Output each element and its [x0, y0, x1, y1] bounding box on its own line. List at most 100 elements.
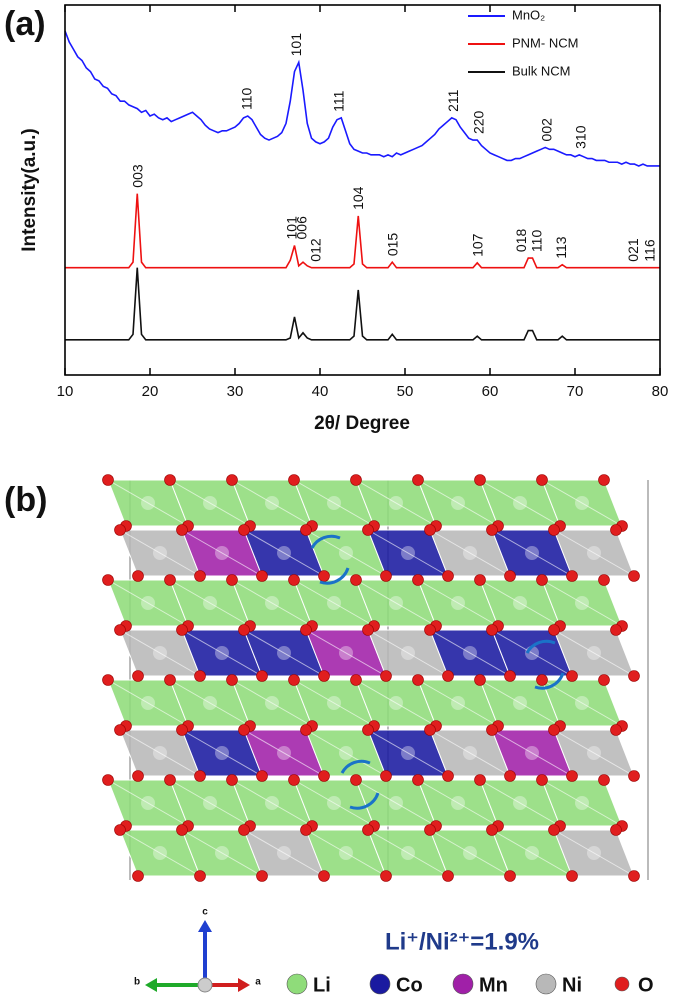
oxygen-atom	[256, 770, 268, 782]
oxygen-atom	[114, 524, 126, 536]
central-atom	[587, 846, 601, 860]
octahedron-edge	[429, 729, 511, 777]
octahedron-edge	[119, 829, 201, 877]
oxygen-atom	[226, 774, 238, 786]
octahedron-edge	[553, 529, 635, 577]
central-atom	[401, 646, 415, 660]
oxygen-atom	[628, 870, 640, 882]
octahedron-edge	[367, 829, 449, 877]
oxygen-atom	[548, 524, 560, 536]
oxygen-atom	[412, 574, 424, 586]
central-atom	[575, 496, 589, 510]
oxygen-atom	[164, 574, 176, 586]
oxygen-atom	[176, 524, 188, 536]
oxygen-atom	[628, 570, 640, 582]
oxygen-atom	[318, 670, 330, 682]
octahedron-edge	[169, 579, 251, 627]
octahedron-edge	[417, 679, 499, 727]
oxygen-atom	[474, 474, 486, 486]
oxygen-atom	[226, 574, 238, 586]
octahedron-edge	[169, 479, 251, 527]
peak-label: 104	[350, 186, 366, 210]
oxygen-atom	[536, 574, 548, 586]
oxygen-atom	[536, 474, 548, 486]
central-atom	[339, 746, 353, 760]
oxygen-atom	[256, 870, 268, 882]
exchange-arrow	[349, 792, 380, 810]
x-tick-label: 60	[482, 383, 499, 400]
central-atom	[463, 646, 477, 660]
oxygen-atom	[350, 474, 362, 486]
oxygen-atom	[486, 824, 498, 836]
octahedron-edge	[417, 479, 499, 527]
exchange-arrow	[310, 534, 341, 549]
axis-label: a	[255, 977, 261, 988]
oxygen-atom	[288, 574, 300, 586]
oxygen-atom	[424, 524, 436, 536]
octahedron-edge	[243, 529, 325, 577]
peak-label: 110	[528, 230, 544, 253]
central-atom	[451, 496, 465, 510]
oxygen-atom	[132, 870, 144, 882]
exchange-arrow	[340, 759, 371, 774]
central-atom	[141, 696, 155, 710]
central-atom	[525, 746, 539, 760]
oxygen-atom	[362, 524, 374, 536]
octahedron-edge	[479, 779, 561, 827]
legend-label: PNM- NCM	[512, 35, 578, 50]
oxygen-atom	[504, 570, 516, 582]
octahedron-edge	[541, 479, 623, 527]
central-atom	[339, 846, 353, 860]
octahedron-edge	[181, 829, 263, 877]
octahedron-edge	[305, 729, 387, 777]
central-atom	[203, 796, 217, 810]
peak-label: 006	[294, 216, 310, 240]
oxygen-atom	[566, 670, 578, 682]
legend-label: Ni	[562, 974, 582, 996]
x-tick-label: 40	[312, 383, 329, 400]
octahedron-edge	[355, 579, 437, 627]
oxygen-atom	[350, 574, 362, 586]
oxygen-atom	[536, 674, 548, 686]
octahedron-edge	[305, 629, 387, 677]
oxygen-atom	[164, 774, 176, 786]
central-atom	[513, 596, 527, 610]
octahedron-edge	[107, 479, 189, 527]
oxygen-atom	[256, 570, 268, 582]
octahedron-edge	[119, 729, 201, 777]
central-atom	[153, 646, 167, 660]
octahedron-edge	[355, 679, 437, 727]
legend-atom	[369, 973, 391, 995]
central-atom	[463, 546, 477, 560]
central-atom	[525, 546, 539, 560]
central-atom	[463, 846, 477, 860]
oxygen-atom	[598, 674, 610, 686]
central-atom	[265, 696, 279, 710]
central-atom	[203, 596, 217, 610]
series-line	[65, 267, 660, 341]
oxygen-atom	[610, 724, 622, 736]
central-atom	[575, 696, 589, 710]
oxygen-atom	[114, 824, 126, 836]
crystal-structure	[102, 474, 649, 882]
oxygen-atom	[238, 524, 250, 536]
oxygen-atom	[256, 670, 268, 682]
oxygen-atom	[132, 570, 144, 582]
oxygen-atom	[194, 670, 206, 682]
exchange-arrow	[319, 567, 350, 585]
panel-label: (a)	[4, 5, 46, 43]
octahedron-edge	[119, 529, 201, 577]
central-atom	[339, 646, 353, 660]
oxygen-atom	[442, 770, 454, 782]
oxygen-atom	[536, 774, 548, 786]
oxygen-atom	[424, 724, 436, 736]
oxygen-atom	[504, 870, 516, 882]
legend-label: Bulk NCM	[512, 63, 571, 78]
ratio-text: Li⁺/Ni²⁺=1.9%	[385, 928, 539, 955]
octahedron-edge	[107, 579, 189, 627]
central-atom	[277, 746, 291, 760]
oxygen-atom	[318, 870, 330, 882]
oxygen-atom	[238, 824, 250, 836]
oxygen-atom	[412, 674, 424, 686]
central-atom	[203, 696, 217, 710]
